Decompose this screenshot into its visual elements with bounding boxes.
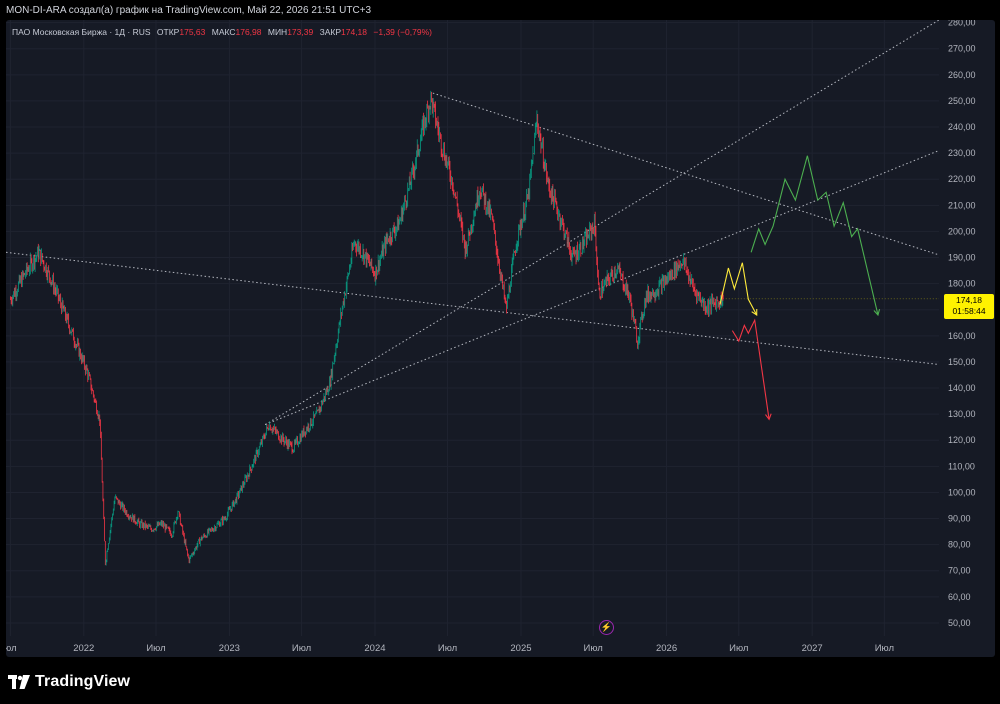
price-tick-label: 70,00: [948, 566, 971, 576]
price-tick-label: 220,00: [948, 174, 976, 184]
close-value: 174,18: [341, 27, 368, 37]
price-tick-label: 180,00: [948, 279, 976, 289]
chart-area[interactable]: 50,00 60,00 70,00 80,00 90,00 100,00 110,00 120…: [6, 20, 995, 657]
current-price: 174,18: [956, 295, 982, 305]
price-tick-label: 130,00: [948, 409, 976, 419]
grid: [6, 20, 939, 636]
scenario-arrowhead-yellow: [751, 308, 758, 316]
price-tick-label: 60,00: [948, 592, 971, 602]
current-price-label: 174,18 01:58:44: [944, 294, 994, 319]
time-axis[interactable]: юл 2022 Июл 2023 Июл 2024 Июл 2025 Июл 2026 Июл 202…: [6, 643, 894, 654]
bar-countdown: 01:58:44: [952, 306, 986, 316]
last-candle-body: [722, 295, 724, 299]
price-tick-label: 250,00: [948, 96, 976, 106]
candles: [9, 90, 724, 566]
high-label: МАКС: [211, 27, 236, 37]
scenario-arrowhead-green: [873, 309, 881, 317]
time-tick-label: Июл: [438, 643, 457, 654]
trend-lines[interactable]: [6, 20, 940, 426]
price-tick-label: 240,00: [948, 122, 976, 132]
price-tick-label: 230,00: [948, 148, 976, 158]
price-tick-label: 150,00: [948, 357, 976, 367]
price-tick-label: 140,00: [948, 383, 976, 393]
time-tick-label: Июл: [292, 643, 311, 654]
price-tick-label: 210,00: [948, 200, 976, 210]
time-tick-label: 2026: [656, 643, 677, 654]
symbol-name[interactable]: ПАО Московская Биржа · 1Д · RUS: [12, 27, 151, 37]
time-tick-label: 2024: [364, 643, 385, 654]
time-tick-label: Июл: [146, 643, 165, 654]
close-label: ЗАКР: [319, 27, 342, 37]
price-tick-label: 190,00: [948, 253, 976, 263]
symbol-legend: ПАО Московская Биржа · 1Д · RUS ОТКР175,…: [12, 27, 432, 37]
tradingview-logo[interactable]: TradingView: [8, 673, 130, 691]
price-axis[interactable]: 50,00 60,00 70,00 80,00 90,00 100,00 110,00 120…: [948, 20, 976, 628]
price-tick-label: 100,00: [948, 487, 976, 497]
scenario-path-yellow[interactable]: [719, 262, 758, 316]
scenario-path-green[interactable]: [750, 155, 879, 316]
high-value: 176,98: [235, 27, 262, 37]
chart-caption: MON-DI-ARA создал(а) график на TradingVi…: [6, 5, 372, 16]
scenario-arrowhead-red: [765, 413, 772, 421]
time-tick-label: Июл: [875, 643, 894, 654]
low-value: 173,39: [287, 27, 314, 37]
tradingview-logo-icon: [8, 675, 30, 689]
time-tick-label: 2022: [73, 643, 94, 654]
time-tick-label: 2027: [802, 643, 823, 654]
price-tick-label: 110,00: [948, 461, 975, 471]
time-tick-label: юл: [6, 643, 17, 654]
time-tick-label: Июл: [584, 643, 603, 654]
trend-line[interactable]: [6, 251, 940, 366]
footer-bar: [0, 657, 1000, 704]
time-tick-label: 2025: [510, 643, 531, 654]
price-tick-label: 90,00: [948, 514, 971, 524]
time-tick-label: Июл: [729, 643, 748, 654]
price-tick-label: 270,00: [948, 44, 976, 54]
price-tick-label: 160,00: [948, 331, 976, 341]
trend-line[interactable]: [265, 150, 940, 426]
tradingview-logo-text: TradingView: [35, 673, 131, 690]
price-tick-label: 260,00: [948, 70, 976, 80]
scenario-path-red[interactable]: [731, 318, 770, 420]
low-label: МИН: [267, 27, 288, 37]
time-tick-label: 2023: [219, 643, 240, 654]
change-value: −1,39 (−0,79%): [373, 27, 432, 37]
chart-caption-bar: MON-DI-ARA создал(а) график на TradingVi…: [0, 0, 1000, 22]
price-tick-label: 50,00: [948, 618, 971, 628]
open-value: 175,63: [179, 27, 206, 37]
price-tick-label: 120,00: [948, 435, 976, 445]
trend-line[interactable]: [265, 20, 940, 426]
price-tick-label: 280,00: [948, 20, 976, 28]
price-tick-label: 200,00: [948, 226, 976, 236]
chart-canvas[interactable]: 50,00 60,00 70,00 80,00 90,00 100,00 110,00 120…: [6, 20, 995, 657]
trend-line[interactable]: [432, 92, 940, 256]
price-tick-label: 80,00: [948, 540, 971, 550]
scenario-paths[interactable]: [719, 155, 881, 421]
lightning-icon[interactable]: ⚡: [599, 620, 614, 635]
open-label: ОТКР: [156, 27, 180, 37]
